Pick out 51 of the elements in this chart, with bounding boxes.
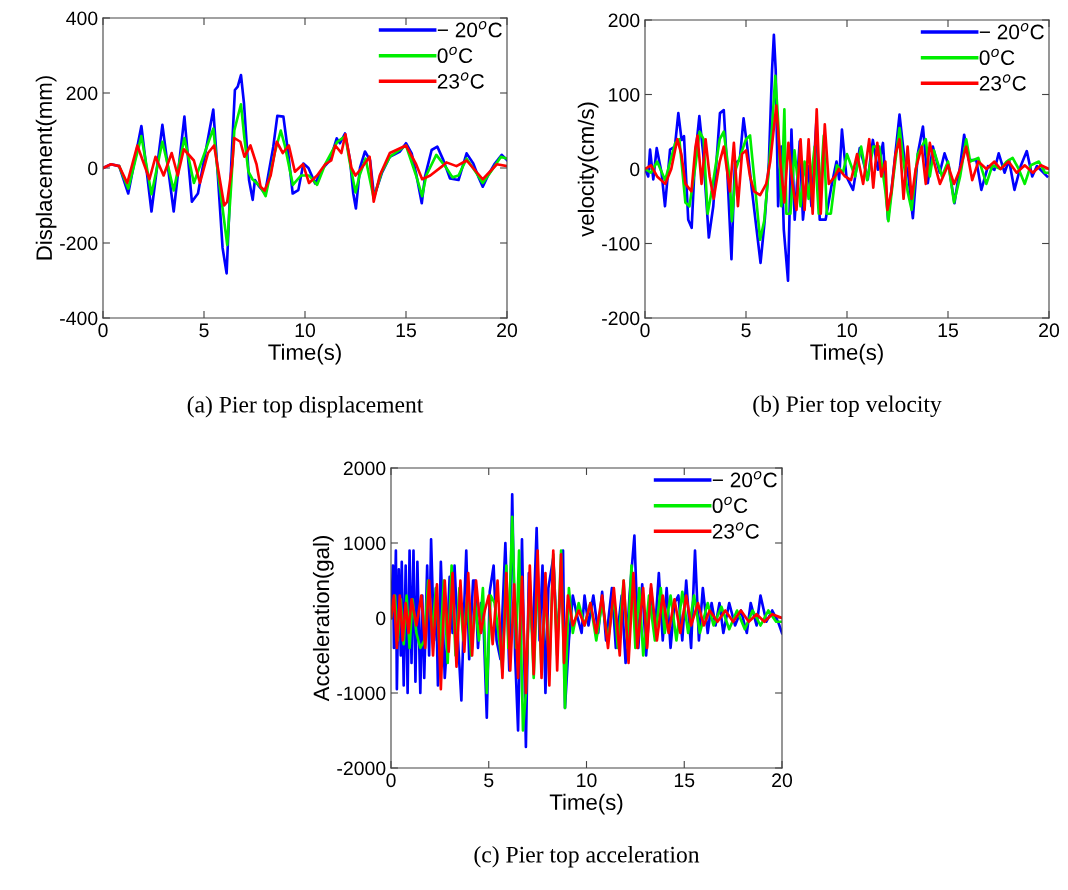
x-tick-label: 10 xyxy=(295,323,316,338)
y-tick-label: 0 xyxy=(630,162,640,177)
y-axis-title: Acceleration(gal) xyxy=(312,536,334,702)
y-tick-label: -2000 xyxy=(337,761,386,776)
y-tick-label: -400 xyxy=(60,311,98,326)
legend-label: − 20$^{o}$C xyxy=(712,471,777,488)
x-axis-title: Time(s) xyxy=(549,793,623,815)
x-tick-label: 0 xyxy=(98,323,108,338)
x-tick-label: 5 xyxy=(484,773,494,788)
x-tick-label: 5 xyxy=(741,323,751,338)
y-tick-label: -200 xyxy=(602,311,640,326)
y-tick-label: 400 xyxy=(66,11,98,26)
y-axis-title: Displacement(mm) xyxy=(35,76,57,260)
y-tick-label: 2000 xyxy=(343,461,386,476)
legend-label: − 20$^{o}$C xyxy=(979,23,1044,40)
y-tick-label: 100 xyxy=(609,87,640,102)
y-axis-title: velocity(cm/s) xyxy=(577,102,599,237)
x-tick-label: 20 xyxy=(497,323,518,338)
line-series xyxy=(103,132,507,207)
legend-label: 0$^{o}$C xyxy=(712,496,748,514)
x-tick-label: 10 xyxy=(837,323,858,338)
x-tick-label: 20 xyxy=(772,773,793,788)
x-tick-label: 0 xyxy=(386,773,396,788)
legend-label: 23$^{o}$C xyxy=(979,74,1026,91)
x-tick-label: 15 xyxy=(396,323,416,338)
y-tick-label: 200 xyxy=(608,13,640,28)
y-tick-label: -1000 xyxy=(337,686,386,701)
text: (a) Pier top displacement xyxy=(187,396,424,418)
y-tick-label: -200 xyxy=(60,236,98,251)
text: (b) Pier top velocity xyxy=(753,395,942,417)
y-tick-label: -100 xyxy=(602,236,640,251)
x-tick-label: 15 xyxy=(674,773,695,788)
legend-label: 23$^{o}$C xyxy=(712,522,759,539)
y-tick-label: 200 xyxy=(66,86,98,101)
legend-label: 0$^{o}$C xyxy=(437,46,473,64)
line-series xyxy=(645,104,1049,216)
x-tick-label: 0 xyxy=(640,323,650,338)
legend-label: 0$^{o}$C xyxy=(979,48,1015,66)
y-tick-label: 0 xyxy=(88,161,98,176)
legend-label: − 20$^{o}$C xyxy=(437,21,502,38)
x-axis-title: Time(s) xyxy=(810,343,883,365)
legend-label: 23$^{o}$C xyxy=(437,72,484,89)
x-tick-label: 10 xyxy=(577,773,597,788)
x-axis-title: Time(s) xyxy=(268,343,341,365)
x-tick-label: 20 xyxy=(1039,323,1060,338)
x-tick-label: 15 xyxy=(938,323,958,338)
y-tick-label: 0 xyxy=(376,611,386,626)
text: (c) Pier top acceleration xyxy=(474,846,700,868)
line-series xyxy=(391,549,782,695)
y-tick-label: 1000 xyxy=(344,536,386,551)
x-tick-label: 5 xyxy=(199,323,209,338)
